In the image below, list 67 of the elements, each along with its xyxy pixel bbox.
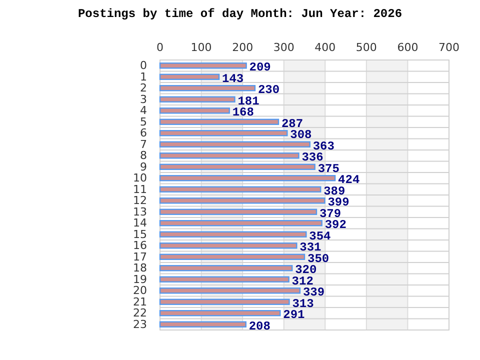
- x-tick-label: 300: [273, 41, 294, 54]
- bar: [159, 265, 293, 272]
- data-label: 168: [232, 106, 254, 120]
- y-tick-label: 20: [133, 284, 147, 298]
- bar: [159, 310, 281, 316]
- y-tick-label: 16: [133, 239, 147, 252]
- data-label: 363: [312, 139, 334, 154]
- y-tick-label: 7: [140, 138, 147, 151]
- x-tick-label: 700: [438, 41, 460, 54]
- bar: [159, 321, 246, 328]
- x-tick-label: 500: [356, 41, 377, 54]
- y-tick-label: 2: [140, 82, 147, 95]
- y-tick-label: 1: [140, 70, 147, 84]
- y-tick-label: 10: [133, 172, 147, 185]
- bar: [159, 298, 290, 305]
- x-tick-label: 100: [190, 41, 212, 54]
- y-tick-label: 3: [140, 92, 147, 106]
- bar: [159, 276, 290, 282]
- bar: [159, 208, 318, 215]
- y-tick-label: 5: [140, 115, 147, 128]
- bar: [159, 254, 306, 260]
- x-tick-label: 600: [397, 41, 418, 54]
- bar: [159, 141, 310, 148]
- data-label: 209: [249, 60, 271, 75]
- bar: [159, 164, 316, 170]
- bar: [159, 288, 301, 294]
- y-tick-label: 21: [133, 295, 147, 308]
- bar: [159, 96, 236, 102]
- y-tick-label: 17: [133, 250, 147, 264]
- y-tick-label: 4: [140, 104, 147, 118]
- y-tick-label: 12: [133, 194, 147, 208]
- bar: [159, 85, 256, 92]
- y-tick-label: 11: [133, 182, 147, 196]
- bar: [159, 242, 298, 249]
- bar: [159, 74, 220, 80]
- data-label: 230: [258, 83, 280, 98]
- chart-title: Postings by time of day Month: Jun Year: 2026: [78, 7, 402, 21]
- y-tick-label: 22: [133, 306, 147, 320]
- bar: [159, 108, 230, 114]
- y-tick-label: 14: [133, 216, 147, 230]
- y-tick-label: 13: [133, 205, 147, 218]
- x-tick-label: 200: [232, 41, 254, 54]
- data-label: 143: [222, 72, 244, 86]
- bar: [159, 152, 300, 159]
- data-label: 287: [281, 116, 304, 131]
- bar: [159, 220, 322, 226]
- y-tick-label: 0: [140, 59, 147, 72]
- bar: [159, 231, 307, 238]
- y-tick-label: 15: [133, 228, 147, 241]
- bar: [159, 118, 280, 125]
- bar: [159, 186, 322, 192]
- data-label: 208: [248, 319, 270, 334]
- bar: [159, 175, 336, 182]
- bar: [159, 62, 247, 69]
- data-label: 291: [283, 308, 305, 322]
- y-tick-label: 9: [140, 160, 147, 174]
- y-tick-label: 23: [133, 318, 147, 331]
- y-tick-label: 8: [140, 149, 147, 162]
- y-tick-label: 18: [133, 262, 147, 275]
- data-label: 181: [238, 94, 260, 108]
- x-tick-label: 400: [314, 41, 336, 54]
- bar: [159, 130, 288, 136]
- y-tick-label: 6: [140, 126, 147, 140]
- bar: [159, 198, 326, 204]
- data-label: 308: [290, 128, 312, 142]
- x-tick-label: 0: [156, 41, 164, 54]
- y-tick-label: 19: [133, 272, 147, 286]
